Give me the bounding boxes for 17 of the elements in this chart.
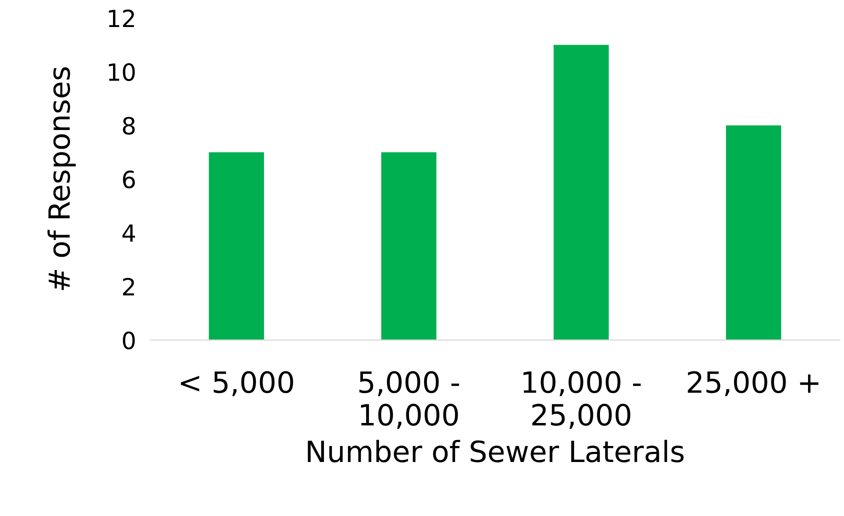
bar [554, 44, 609, 340]
x-tick-label: < 5,000 [180, 371, 294, 396]
y-axis-title: # of Responses [48, 67, 76, 290]
bar [726, 125, 782, 340]
y-tick-label: 12 [108, 10, 134, 28]
bar [208, 152, 264, 340]
x-axis-title: Number of Sewer Laterals [308, 440, 684, 462]
bar [381, 152, 436, 340]
y-tick-label: 10 [108, 63, 135, 82]
y-tick-label: 8 [122, 116, 135, 135]
x-tick-label: 5,000 - 10,000 [359, 371, 460, 429]
y-tick-label: 4 [122, 224, 136, 242]
y-tick-label: 6 [122, 170, 135, 188]
x-tick-label: 10,000 - 25,000 [523, 371, 641, 429]
y-tick-label: 2 [123, 278, 134, 296]
y-tick-label: 0 [122, 331, 135, 350]
x-tick-label: 25,000 + [688, 371, 818, 396]
